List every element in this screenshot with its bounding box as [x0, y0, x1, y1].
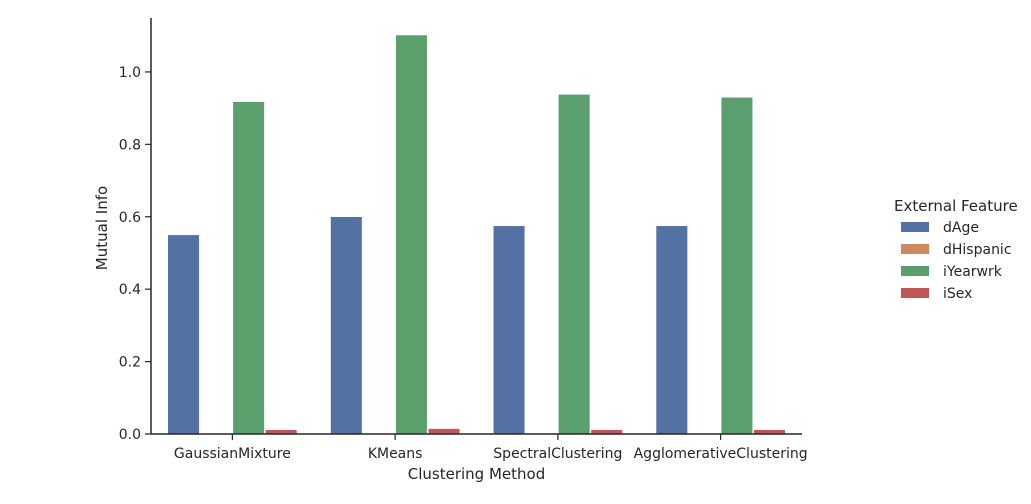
y-tick-label: 0.8 — [119, 137, 141, 153]
legend-swatch-dage — [901, 222, 929, 232]
y-axis: 0.0 0.2 0.4 0.6 0.8 1.0 — [119, 18, 152, 443]
y-tick-label: 0.2 — [119, 355, 141, 371]
legend-label-dage: dAge — [943, 220, 979, 236]
legend: External Feature dAge dHispanic iYearwrk iS… — [894, 197, 1018, 302]
bar-dage-kmeans — [330, 216, 363, 435]
y-tick-label: 0.6 — [119, 210, 141, 226]
legend-label-iyearwrk: iYearwrk — [943, 264, 1003, 280]
x-axis-title: Clustering Method — [408, 465, 545, 483]
y-tick-label: 1.0 — [119, 65, 141, 81]
legend-swatch-dhispanic — [901, 244, 929, 254]
x-axis: GaussianMixture KMeans SpectralClustering A… — [151, 433, 808, 462]
bar-dage-gaussianmixture — [167, 234, 200, 435]
legend-label-dhispanic: dHispanic — [943, 242, 1012, 258]
bar-iyearwrk-kmeans — [395, 34, 428, 435]
bar-iyearwrk-spectralclustering — [558, 94, 591, 435]
legend-label-isex: iSex — [943, 286, 972, 302]
bar-iyearwrk-agglomerativeclustering — [720, 97, 753, 435]
bar-isex-kmeans — [427, 428, 460, 435]
y-tick-label: 0.4 — [119, 282, 141, 298]
legend-swatch-iyearwrk — [901, 266, 929, 276]
x-tick-label: AgglomerativeClustering — [634, 446, 808, 462]
bar-dage-spectralclustering — [493, 225, 526, 435]
y-tick-label: 0.0 — [119, 427, 141, 443]
x-tick-label: KMeans — [368, 446, 423, 462]
bar-iyearwrk-gaussianmixture — [232, 101, 265, 435]
bars-group — [167, 34, 786, 435]
legend-swatch-isex — [901, 288, 929, 298]
legend-title: External Feature — [894, 197, 1018, 215]
x-tick-label: GaussianMixture — [174, 446, 291, 462]
y-axis-title: Mutual Info — [93, 186, 111, 270]
bar-dage-agglomerativeclustering — [655, 225, 688, 435]
x-tick-label: SpectralClustering — [493, 446, 622, 462]
